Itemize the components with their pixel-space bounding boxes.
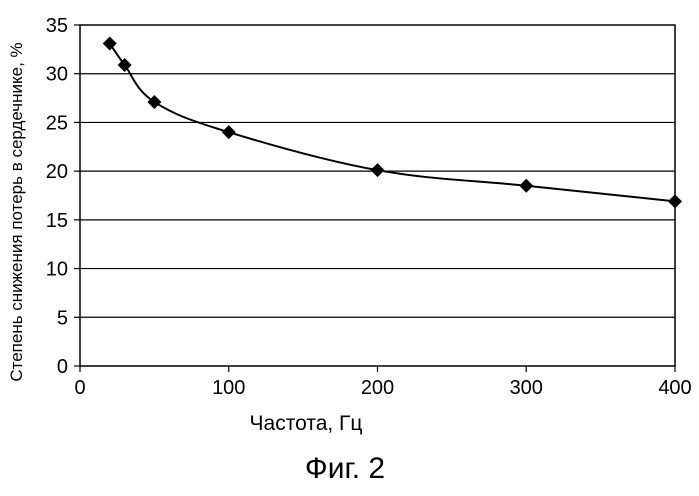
data-point-marker <box>371 163 385 177</box>
y-tick-label: 25 <box>46 112 68 134</box>
y-axis-label: Степень снижения потерь в сердечнике, % <box>7 42 26 381</box>
x-tick-label: 200 <box>361 377 394 399</box>
y-tick-label: 5 <box>57 307 68 329</box>
y-tick-label: 0 <box>57 356 68 378</box>
x-tick-label: 400 <box>658 377 691 399</box>
axis-ticks: 0 5 10 15 20 25 30 35 0 100 200 300 400 <box>46 15 692 399</box>
y-tick-label: 30 <box>46 64 68 86</box>
y-tick-label: 15 <box>46 210 68 232</box>
x-tick-label: 0 <box>74 377 85 399</box>
y-tick-label: 10 <box>46 259 68 281</box>
x-tick-label: 100 <box>212 377 245 399</box>
data-point-marker <box>118 58 132 72</box>
plot-area-frame <box>80 25 675 366</box>
figure-caption: Фиг. 2 <box>305 452 385 485</box>
data-point-marker <box>668 194 682 208</box>
data-point-marker <box>103 37 117 51</box>
data-point-marker <box>147 95 161 109</box>
data-point-marker <box>222 125 236 139</box>
x-tick-label: 300 <box>510 377 543 399</box>
y-tick-label: 35 <box>46 15 68 37</box>
y-tick-label: 20 <box>46 161 68 183</box>
data-point-marker <box>519 179 533 193</box>
x-axis-label: Частота, Гц <box>250 412 363 435</box>
